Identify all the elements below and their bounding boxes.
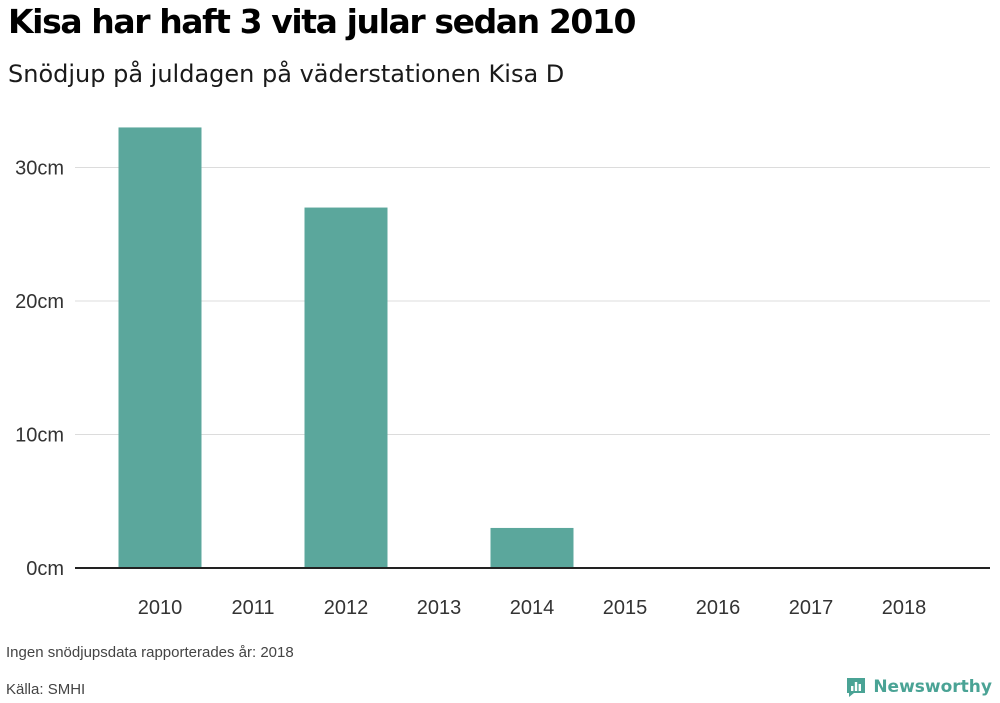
x-tick-label: 2018 <box>882 597 927 619</box>
y-tick-label: 0cm <box>26 558 64 580</box>
brand-logo: Newsworthy <box>845 676 992 698</box>
bars <box>118 127 574 569</box>
bar-chart-speech-bubble-icon <box>847 678 866 697</box>
x-tick-label: 2016 <box>696 597 741 619</box>
x-tick-label: 2012 <box>324 597 369 619</box>
bar-2010 <box>118 127 202 568</box>
y-tick-label: 30cm <box>15 158 64 180</box>
x-tick-label: 2015 <box>603 597 648 619</box>
bar-2014 <box>490 527 574 568</box>
x-tick-label: 2014 <box>510 597 555 619</box>
x-tick-label: 2013 <box>417 597 462 619</box>
chart-title: Kisa har haft 3 vita jular sedan 2010 <box>8 2 636 41</box>
bar-chart: 0cm 10cm 20cm 30cm 2010 2011 2012 2013 2014 2015… <box>15 127 990 619</box>
y-tick-label: 10cm <box>15 425 64 447</box>
x-axis-tick-labels: 2010 2011 2012 2013 2014 2015 2016 2017 2018 <box>138 597 927 619</box>
brand-name: Newsworthy <box>873 677 992 697</box>
gridlines <box>75 167 990 435</box>
footnote-no-data: Ingen snödjupsdata rapporterades år: 201… <box>6 644 294 661</box>
source-label: Källa: SMHI <box>6 681 86 698</box>
x-tick-label: 2010 <box>138 597 183 619</box>
y-tick-label: 20cm <box>15 291 64 313</box>
x-tick-label: 2011 <box>231 597 274 619</box>
bar-2012 <box>304 207 388 569</box>
y-axis-tick-labels: 0cm 10cm 20cm 30cm <box>15 158 64 581</box>
x-tick-label: 2017 <box>789 597 834 619</box>
chart-subtitle: Snödjup på juldagen på väderstationen Ki… <box>8 60 565 88</box>
